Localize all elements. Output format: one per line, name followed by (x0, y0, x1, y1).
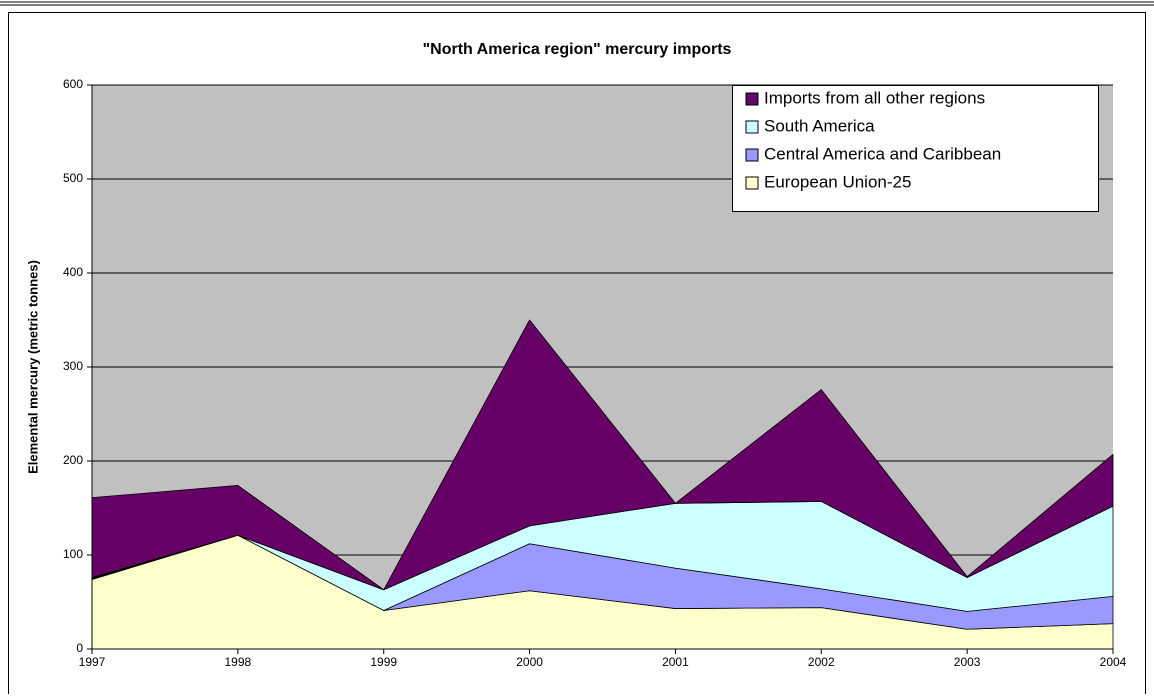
legend-swatch (745, 148, 759, 162)
legend-label: South America (764, 116, 875, 135)
x-tick-label: 2004 (1100, 655, 1127, 669)
y-tick-label: 400 (63, 265, 83, 279)
x-tick-label: 2000 (516, 655, 543, 669)
x-tick-label: 2001 (662, 655, 689, 669)
x-tick-label: 1997 (79, 655, 106, 669)
x-tick-label: 2002 (808, 655, 835, 669)
x-tick-label: 1998 (225, 655, 252, 669)
y-axis-label: Elemental mercury (metric tonnes) (25, 260, 40, 474)
legend-label: Central America and Caribbean (764, 144, 1001, 163)
y-tick-label: 300 (63, 359, 83, 373)
y-tick-label: 200 (63, 453, 83, 467)
x-tick-label: 1999 (370, 655, 397, 669)
legend-swatch (745, 92, 759, 106)
legend-label: Imports from all other regions (764, 88, 985, 107)
legend-label: European Union-25 (764, 172, 911, 191)
area (91, 319, 1114, 591)
legend-swatch (745, 120, 759, 134)
y-tick-label: 600 (63, 77, 83, 91)
chart-title: "North America region" mercury imports (423, 41, 732, 58)
y-tick-label: 100 (63, 547, 83, 561)
legend-box (732, 85, 1099, 212)
y-tick-label: 0 (76, 641, 83, 655)
legend-swatch (745, 176, 759, 190)
y-tick-label: 500 (63, 171, 83, 185)
x-tick-label: 2003 (954, 655, 981, 669)
